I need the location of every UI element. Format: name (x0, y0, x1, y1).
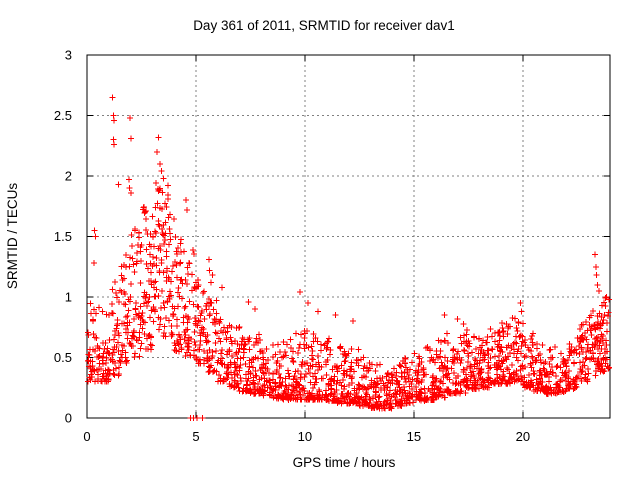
y-tick-label: 1.5 (54, 229, 72, 244)
x-tick-label: 10 (298, 429, 312, 444)
y-tick-label: 2 (65, 169, 72, 184)
data-points-path (84, 94, 613, 421)
x-tick-label: 15 (407, 429, 421, 444)
x-tick-label: 20 (516, 429, 530, 444)
y-axis-label: SRMTID / TECUs (5, 183, 20, 290)
data-points-layer (84, 94, 613, 421)
y-tick-label: 0 (65, 411, 72, 426)
x-axis-label: GPS time / hours (293, 455, 396, 470)
y-tick-label: 0.5 (54, 350, 72, 365)
y-tick-label: 1 (65, 290, 72, 305)
x-tick-label: 0 (83, 429, 90, 444)
tick-labels-layer: 0 5 10 15 20 0 0.5 1 1.5 2 2.5 3 (54, 48, 530, 445)
y-tick-label: 2.5 (54, 108, 72, 123)
chart-title: Day 361 of 2011, SRMTID for receiver dav… (193, 18, 455, 33)
y-tick-label: 3 (65, 48, 72, 63)
x-tick-label: 5 (192, 429, 199, 444)
